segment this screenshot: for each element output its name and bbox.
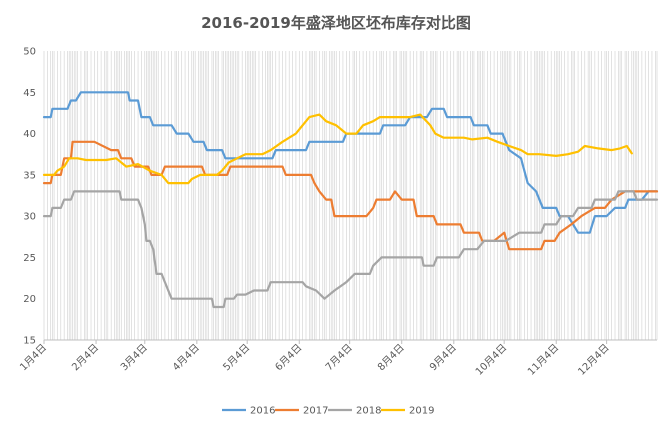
y-tick-label: 50 — [23, 47, 36, 58]
series-line-2018 — [42, 190, 659, 309]
x-tick-label: 3月4日 — [118, 342, 150, 374]
y-tick-label: 45 — [23, 88, 36, 99]
x-tick-label: 7月4日 — [323, 342, 355, 374]
x-tick-label: 9月4日 — [427, 342, 459, 374]
y-tick-label: 20 — [23, 294, 36, 305]
y-tick-label: 40 — [23, 129, 36, 140]
plot-background — [43, 51, 658, 341]
y-tick-label: 15 — [23, 336, 36, 347]
x-tick-label: 8月4日 — [375, 342, 407, 374]
x-tick-label: 12月4日 — [576, 342, 612, 378]
series-layer — [42, 91, 659, 309]
legend-label-2016: 2016 — [250, 406, 275, 417]
x-tick-label: 5月4日 — [221, 342, 253, 374]
x-tick-label: 10月4日 — [473, 342, 509, 378]
legend: 2016 2017 2018 2019 — [222, 406, 434, 417]
x-tick-label: 11月4日 — [525, 342, 561, 378]
x-axis: 1月4日 2月4日 3月4日 4月4日 5月4日 6月4日 7月4日 8月4日 9月4日 10月4… — [17, 340, 612, 378]
chart-title: 2016-2019年盛泽地区坯布库存对比图 — [201, 14, 471, 32]
series-line-2017 — [42, 140, 659, 251]
y-tick-label: 30 — [23, 212, 36, 223]
legend-label-2018: 2018 — [356, 406, 381, 417]
y-tick-label: 25 — [23, 253, 36, 264]
legend-label-2019: 2019 — [409, 406, 434, 417]
legend-label-2017: 2017 — [303, 406, 328, 417]
series-line-2016 — [42, 91, 659, 234]
series-line-2019 — [42, 113, 633, 185]
x-tick-label: 4月4日 — [170, 342, 202, 374]
x-tick-label: 2月4日 — [70, 342, 102, 374]
y-axis: 15 20 25 30 35 40 45 50 — [23, 47, 36, 347]
y-tick-label: 35 — [23, 170, 36, 181]
x-tick-label: 6月4日 — [273, 342, 305, 374]
